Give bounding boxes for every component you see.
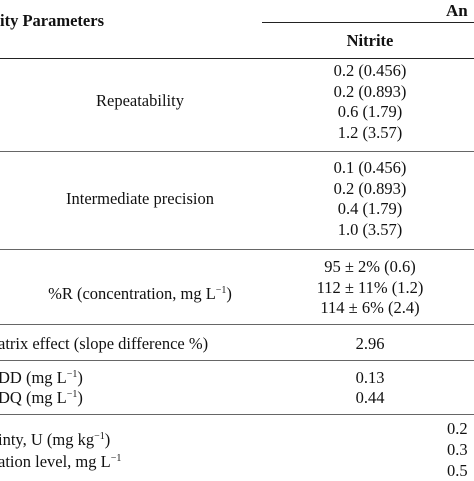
uncertainty-label-sup: −1 [94, 431, 105, 442]
recovery-value: 112 ± 11% (1.2) [316, 277, 424, 297]
intermediate-precision-label: Intermediate precision [66, 189, 214, 208]
uncertainty-value: 0.5 [447, 461, 468, 480]
repeatability-value: 0.2 (0.893) [333, 81, 407, 101]
column-header-parameters: ity Parameters [0, 11, 104, 30]
row-rule [0, 324, 474, 325]
recovery-value: 114 ± 6% (2.4) [320, 298, 420, 317]
column-header-analyte-group: An [446, 1, 468, 20]
recovery-label-text: %R (concentration, mg L [48, 284, 216, 303]
repeatability-value: 0.6 (1.79) [337, 102, 403, 121]
header-bottom-rule [0, 58, 474, 59]
row-rule [0, 414, 474, 415]
loq-label-sup: −1 [66, 389, 78, 400]
recovery-label-sup: −1 [215, 285, 227, 296]
column-header-nitrite: Nitrite [346, 31, 394, 50]
intermediate-precision-value: 0.4 (1.79) [337, 199, 403, 218]
lod-label: DD (mg L−1) [0, 368, 83, 388]
row-rule [0, 249, 474, 250]
intermediate-precision-value: 0.2 (0.893) [333, 178, 407, 198]
loq-label: DQ (mg L−1) [0, 388, 83, 408]
lod-label-text: DD (mg L [0, 368, 67, 387]
uncertainty-label: inty, U (mg kg−1) [0, 430, 110, 450]
loq-value: 0.44 [355, 388, 385, 407]
uncertainty-values: 0.2 0.3 0.5 [447, 418, 468, 481]
recovery-label: %R (concentration, mg L−1) [0, 284, 280, 304]
matrix-effect-value: 2.96 [355, 334, 385, 353]
row-rule [0, 360, 474, 361]
intermediate-precision-value: 1.0 (3.57) [337, 219, 403, 239]
concentration-level-label-sup: −1 [110, 453, 122, 464]
intermediate-precision-value: 0.1 (0.456) [333, 158, 407, 177]
uncertainty-value: 0.2 [447, 419, 468, 438]
uncertainty-value: 0.3 [447, 440, 468, 459]
uncertainty-label-text: inty, U (mg kg [0, 430, 95, 449]
recovery-values: 95 ± 2% (0.6) 112 ± 11% (1.2) 114 ± 6% (… [300, 257, 440, 319]
matrix-effect-label: atrix effect (slope difference %) [0, 334, 209, 353]
uncertainty-label-end: ) [104, 430, 111, 449]
header-group-rule [262, 22, 474, 23]
lod-value: 0.13 [355, 368, 385, 387]
repeatability-value: 1.2 (3.57) [337, 122, 403, 142]
row-rule [0, 151, 474, 152]
repeatability-values: 0.2 (0.456) 0.2 (0.893) 0.6 (1.79) 1.2 (… [300, 61, 440, 143]
recovery-value: 95 ± 2% (0.6) [324, 257, 416, 276]
lod-label-end: ) [77, 368, 83, 387]
repeatability-value: 0.2 (0.456) [333, 61, 407, 80]
lod-label-sup: −1 [66, 369, 78, 380]
recovery-label-end: ) [226, 284, 232, 303]
repeatability-label: Repeatability [96, 91, 184, 110]
concentration-level-label: ation level, mg L−1 [0, 452, 121, 472]
loq-label-end: ) [77, 388, 83, 407]
concentration-level-label-text: ation level, mg L [0, 452, 111, 471]
loq-label-text: DQ (mg L [0, 388, 67, 407]
intermediate-precision-values: 0.1 (0.456) 0.2 (0.893) 0.4 (1.79) 1.0 (… [300, 158, 440, 240]
